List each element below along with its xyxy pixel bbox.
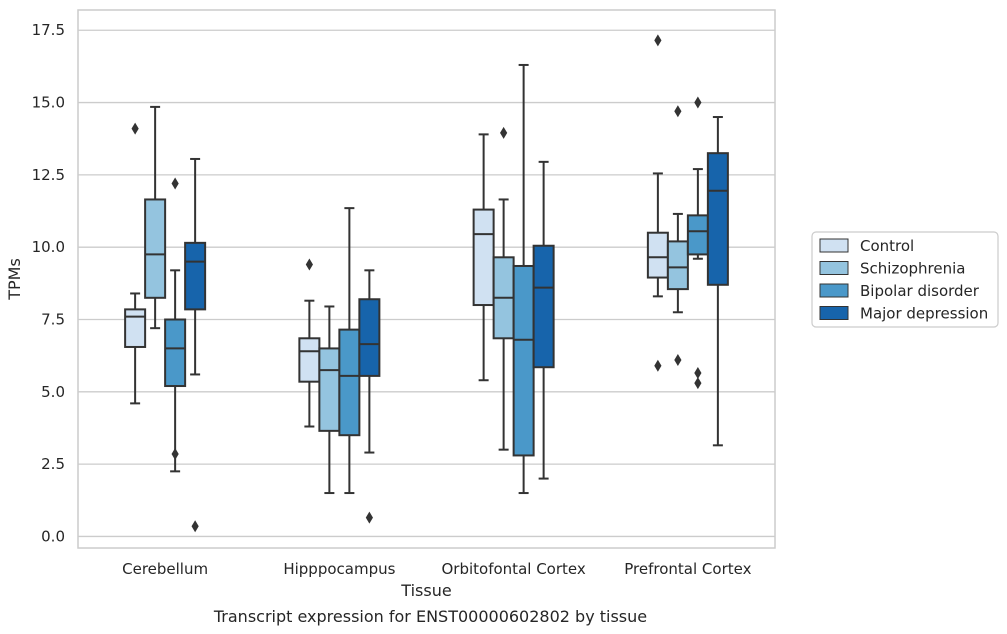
box-iqr bbox=[318, 347, 341, 432]
legend-label: Major depression bbox=[860, 305, 988, 323]
legend-swatch bbox=[819, 238, 849, 253]
y-axis-ticks: 0.0 2.5 5.0 7.5 10.0 12.5 15.0 17.5 bbox=[32, 21, 65, 545]
outlier-point bbox=[365, 511, 373, 524]
box-iqr bbox=[646, 231, 669, 279]
x-axis-label: Tissue bbox=[400, 581, 451, 600]
box-major-depression bbox=[706, 116, 729, 447]
box-iqr bbox=[472, 208, 495, 307]
box-schizophrenia bbox=[492, 126, 515, 451]
x-tick-label: Orbitofontal Cortex bbox=[442, 560, 586, 578]
outlier-point bbox=[500, 126, 508, 139]
box-iqr bbox=[358, 298, 381, 377]
y-axis-label: TPMs bbox=[5, 258, 24, 301]
legend-label: Control bbox=[860, 237, 914, 255]
box-iqr bbox=[164, 318, 187, 388]
y-tick-label: 2.5 bbox=[41, 455, 65, 473]
y-tick-label: 10.0 bbox=[32, 238, 65, 256]
y-tick-label: 17.5 bbox=[32, 21, 65, 39]
box-iqr bbox=[338, 328, 361, 437]
plot-area bbox=[124, 34, 729, 533]
legend: Control Schizophrenia Bipolar disorder Majo… bbox=[811, 231, 999, 328]
box-bipolar-disorder bbox=[686, 96, 709, 390]
box-control bbox=[124, 122, 147, 405]
y-tick-label: 7.5 bbox=[41, 310, 65, 328]
axes-frame bbox=[77, 9, 776, 549]
x-tick-label: Cerebellum bbox=[122, 560, 208, 578]
box-bipolar-disorder bbox=[164, 177, 187, 473]
legend-swatch bbox=[819, 261, 849, 275]
box-iqr bbox=[706, 152, 729, 286]
box-bipolar-disorder bbox=[512, 63, 535, 495]
box-iqr bbox=[184, 241, 207, 311]
box-iqr bbox=[298, 337, 321, 383]
box-iqr bbox=[532, 244, 555, 369]
outlier-point bbox=[191, 520, 199, 533]
box-bipolar-disorder bbox=[338, 207, 361, 495]
legend-swatch bbox=[819, 306, 849, 320]
outlier-point bbox=[674, 353, 682, 366]
x-tick-label: Hipppocampus bbox=[283, 560, 395, 578]
box-iqr bbox=[686, 214, 709, 256]
box-iqr bbox=[124, 308, 147, 348]
box-schizophrenia bbox=[144, 105, 167, 330]
outlier-point bbox=[694, 96, 702, 109]
legend-label: Bipolar disorder bbox=[860, 282, 980, 300]
box-iqr bbox=[512, 264, 535, 457]
box-schizophrenia bbox=[666, 105, 689, 366]
outlier-point bbox=[694, 377, 702, 390]
outlier-point bbox=[694, 367, 702, 380]
box-schizophrenia bbox=[318, 305, 341, 495]
outlier-point bbox=[171, 447, 179, 460]
legend-frame bbox=[811, 231, 999, 328]
outlier-point bbox=[654, 359, 662, 372]
y-tick-label: 0.0 bbox=[41, 527, 65, 545]
box-iqr bbox=[144, 198, 167, 299]
box-control bbox=[472, 133, 495, 382]
box-major-depression bbox=[358, 269, 381, 524]
box-control bbox=[298, 258, 321, 428]
box-iqr bbox=[666, 240, 689, 291]
legend-swatch bbox=[819, 283, 849, 298]
y-tick-label: 15.0 bbox=[32, 94, 65, 112]
outlier-point bbox=[674, 105, 682, 118]
outlier-point bbox=[131, 122, 139, 135]
box-major-depression bbox=[184, 157, 207, 533]
legend-label: Schizophrenia bbox=[860, 260, 965, 278]
outlier-point bbox=[305, 258, 313, 271]
y-tick-label: 12.5 bbox=[32, 166, 65, 184]
x-axis-ticks: Cerebellum Hipppocampus Orbitofontal Corte… bbox=[122, 560, 751, 578]
outlier-point bbox=[171, 177, 179, 190]
box-major-depression bbox=[532, 160, 555, 480]
box-control bbox=[646, 34, 669, 372]
y-tick-label: 5.0 bbox=[41, 383, 65, 401]
outlier-point bbox=[654, 34, 662, 47]
figure-caption: Transcript expression for ENST0000060280… bbox=[213, 607, 647, 626]
x-tick-label: Prefrontal Cortex bbox=[624, 560, 751, 578]
